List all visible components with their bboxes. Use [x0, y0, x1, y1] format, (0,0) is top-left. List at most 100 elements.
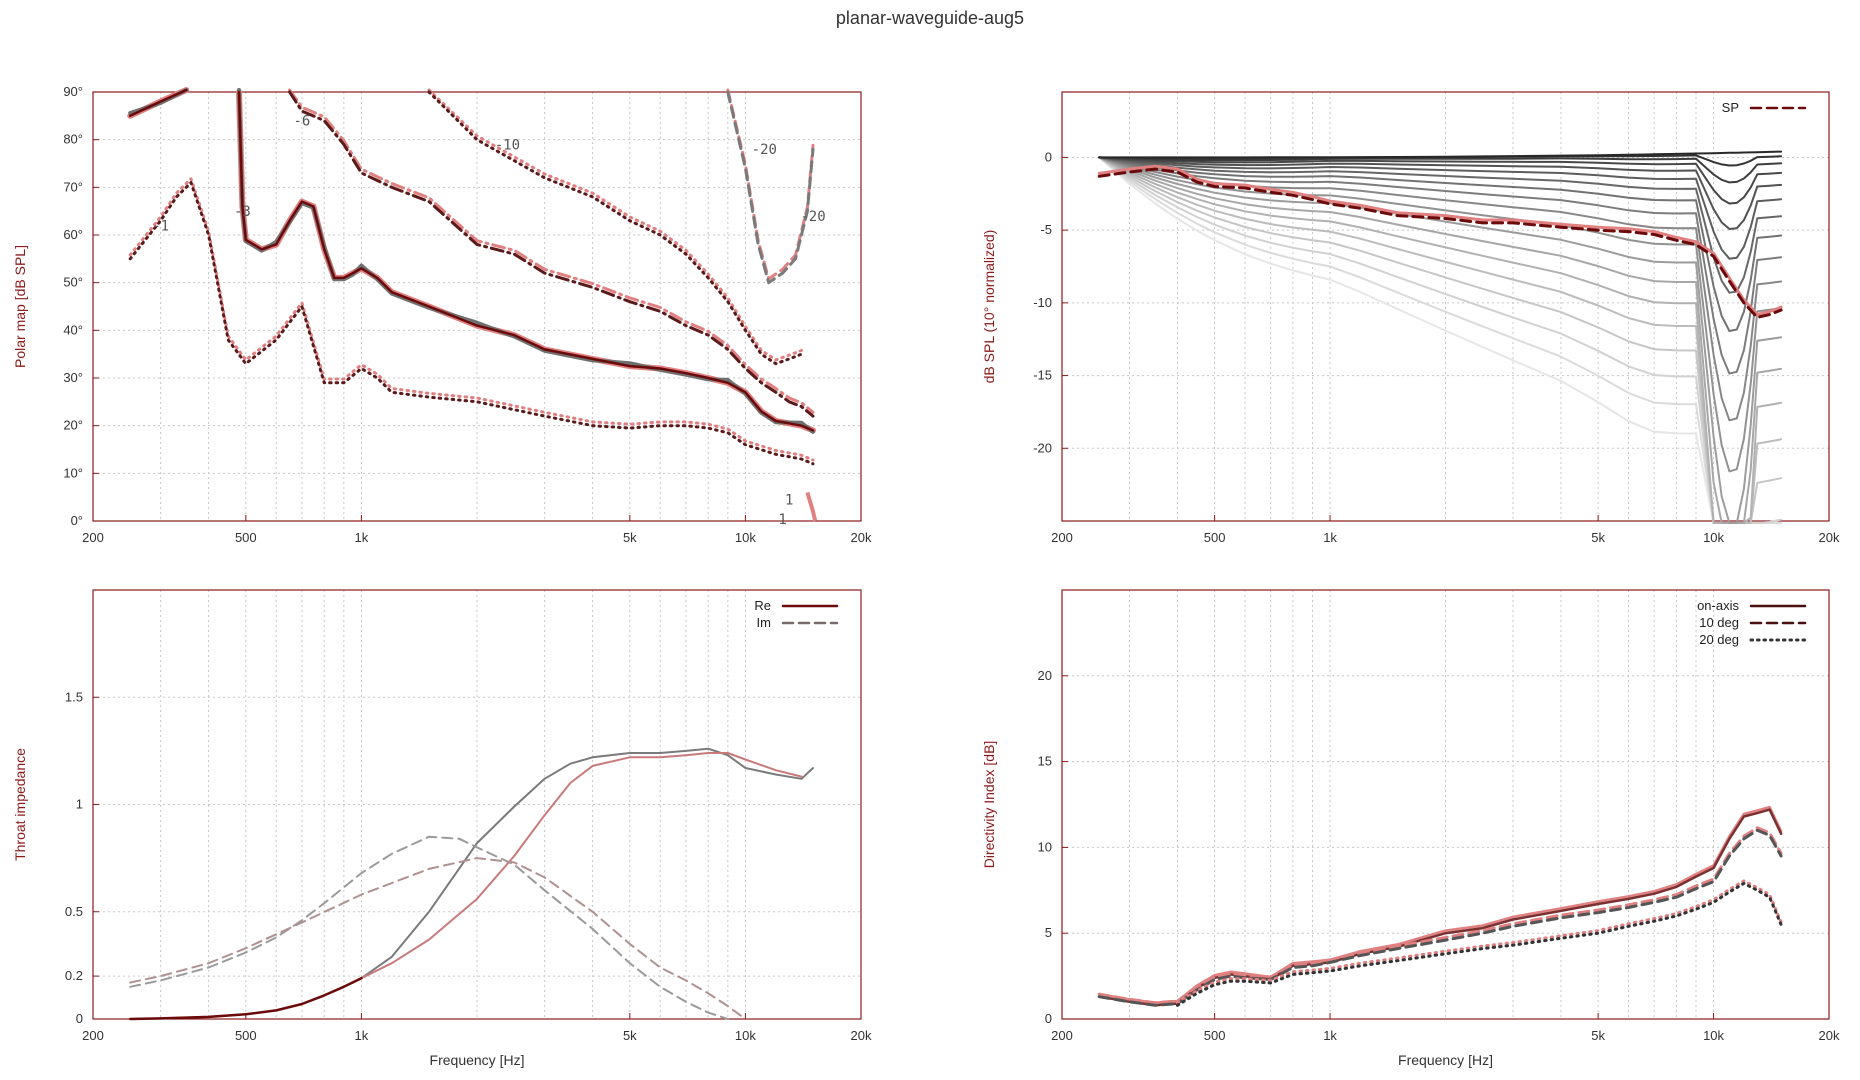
legend: SP [1722, 100, 1807, 115]
x-tick-label: 1k [1323, 1028, 1337, 1043]
x-tick-label: 200 [82, 530, 104, 545]
impedance-real-line [128, 976, 363, 1021]
angle-curve [1098, 156, 1783, 473]
y-tick-label: -15 [1033, 368, 1052, 383]
y-tick-label: 1 [76, 797, 83, 812]
contour-line [128, 181, 815, 466]
x-tick-label: 10k [1703, 530, 1724, 545]
impedance-imag-line [129, 857, 747, 1020]
x-tick-label: 20k [1819, 530, 1840, 545]
chart-throat-impedance: 200 500 1k 5k 10k 20k 0 0.2 0.5 1 1.5 Throat impeda… [12, 589, 872, 1068]
contour-label: -10 [495, 137, 520, 153]
contour-line-pink [128, 177, 815, 462]
x-tick-label: 500 [1204, 530, 1226, 545]
contour-line [128, 88, 188, 118]
x-tick-label: 1k [1323, 530, 1337, 545]
grid [93, 590, 861, 1019]
y-tick-label: 15 [1038, 754, 1052, 769]
y-tick-label: 5 [1045, 925, 1052, 940]
grid [93, 92, 861, 521]
y-tick-label: 0.2 [65, 968, 83, 983]
x-tick-label: 20k [851, 530, 872, 545]
angle-curve [1098, 156, 1783, 332]
y-tick-label: 20° [63, 418, 83, 433]
y-tick-label: -5 [1040, 222, 1052, 237]
y-axis-label: dB SPL (10° normalized) [981, 230, 997, 384]
sp-curve [1097, 167, 1783, 319]
x-tick-label: 200 [1051, 1028, 1073, 1043]
angle-curve [1098, 156, 1783, 260]
angle-curve [1098, 156, 1783, 184]
x-tick-label: 500 [235, 530, 257, 545]
x-axis-label: Frequency [Hz] [1398, 1052, 1493, 1068]
grid [1062, 590, 1829, 1019]
contour-label: -20 [752, 142, 777, 158]
x-tick-label: 20k [851, 1028, 872, 1043]
x-tick-label: 200 [82, 1028, 104, 1043]
impedance-real-line [360, 752, 803, 980]
y-tick-label: 70° [63, 179, 83, 194]
angle-curve [1098, 156, 1783, 422]
x-tick-label: 5k [1591, 1028, 1605, 1043]
x-tick-label: 20k [1819, 1028, 1840, 1043]
di-line [1175, 881, 1783, 1007]
contour-label: 1 [778, 512, 786, 528]
legend-label: SP [1722, 100, 1739, 115]
y-tick-label: -20 [1033, 440, 1052, 455]
sp-curve-pink [1097, 164, 1783, 316]
contour-label: -6 [293, 114, 310, 130]
y-tick-label: 0 [76, 1011, 83, 1026]
angle-curve [1098, 156, 1783, 375]
contour-label: -3 [234, 204, 251, 220]
polar-contours [127, 87, 818, 522]
y-tick-label: 50° [63, 275, 83, 290]
y-tick-label: 30° [63, 370, 83, 385]
legend-label: 10 deg [1699, 615, 1739, 630]
y-tick-label: 90° [63, 84, 83, 99]
x-tick-label: 10k [735, 1028, 756, 1043]
angle-curve [1098, 150, 1783, 159]
contour-label: -1 [152, 218, 169, 234]
contour-label: 1 [785, 493, 793, 509]
chart-directivity-index: 200 500 1k 5k 10k 20k 0 5 10 15 20 Directivity Inde… [981, 589, 1840, 1068]
x-tick-label: 1k [355, 530, 369, 545]
di-line-pink [1175, 879, 1783, 1005]
angle-curves [1097, 150, 1783, 524]
y-tick-label: -10 [1033, 295, 1052, 310]
legend-label: on-axis [1697, 598, 1739, 613]
x-tick-label: 5k [623, 1028, 637, 1043]
x-tick-label: 200 [1051, 530, 1073, 545]
y-tick-label: 0° [71, 513, 83, 528]
di-line-pink [1097, 805, 1783, 1004]
plot-frame [92, 91, 862, 522]
y-tick-label: 0 [1045, 149, 1052, 164]
x-tick-label: 1k [355, 1028, 369, 1043]
contour-line-pink [805, 491, 818, 522]
legend: on-axis 10 deg 20 deg [1697, 598, 1807, 647]
legend-label: Im [757, 615, 771, 630]
legend-label: Re [754, 598, 771, 613]
y-axis-label: Throat impedance [12, 748, 28, 861]
y-tick-label: 1.5 [65, 689, 83, 704]
x-tick-label: 5k [1591, 530, 1605, 545]
y-tick-label: 40° [63, 322, 83, 337]
y-tick-label: 0.5 [65, 904, 83, 919]
plot-frame [1061, 91, 1830, 522]
contour-label: -20 [800, 209, 825, 225]
contour-labels: -1 -3 -6 -10 -20 -20 1 1 [152, 114, 825, 528]
contour-line-pink [288, 88, 815, 414]
legend-label: 20 deg [1699, 632, 1739, 647]
angle-curve [1098, 156, 1783, 524]
legend: Re Im [754, 598, 839, 630]
x-tick-label: 500 [235, 1028, 257, 1043]
y-tick-label: 80° [63, 132, 83, 147]
impedance-real-line [129, 747, 814, 1020]
angle-curve [1098, 156, 1783, 524]
angle-curve [1098, 156, 1783, 205]
impedance-imag-line [129, 835, 729, 1020]
chart-polar-map: 200 500 1k 5k 10k 20k 0° 10° 20° 30° 40° 50° 60° 70° 8… [12, 84, 872, 545]
y-axis-label: Directivity Index [dB] [981, 741, 997, 869]
contour-line-pink [726, 88, 815, 281]
y-tick-label: 10° [63, 465, 83, 480]
